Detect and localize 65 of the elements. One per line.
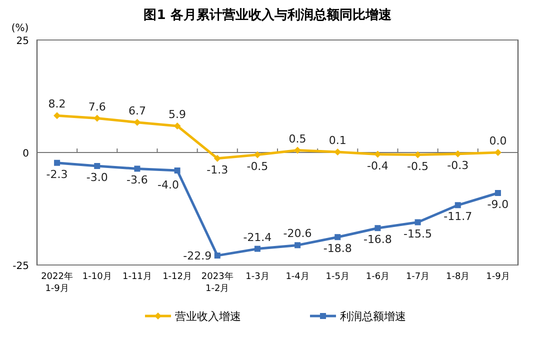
data-label: 8.2 xyxy=(48,98,66,111)
point xyxy=(294,242,301,248)
y-tick-label: -25 xyxy=(12,261,29,272)
point xyxy=(214,252,220,259)
point xyxy=(414,219,421,226)
data-label: -0.5 xyxy=(407,160,429,173)
data-label: -20.6 xyxy=(283,227,312,240)
data-label: 0.1 xyxy=(328,134,346,148)
data-label: 0.5 xyxy=(288,132,306,146)
data-label: -0.4 xyxy=(366,159,388,172)
point xyxy=(494,190,501,196)
point xyxy=(454,202,461,208)
point xyxy=(334,148,342,156)
data-label: 7.6 xyxy=(88,100,106,114)
data-label: -2.3 xyxy=(46,168,68,181)
point xyxy=(54,112,61,120)
data-label: -3.6 xyxy=(126,174,148,187)
x-tick-label: 2023年 1-2月 xyxy=(201,271,234,294)
y-tick-label: 0 xyxy=(22,148,29,160)
point xyxy=(54,160,60,166)
x-tick-label: 1-8月 xyxy=(446,272,470,282)
x-tick-label: 1-7月 xyxy=(406,272,430,282)
point xyxy=(374,225,381,232)
point xyxy=(174,122,181,130)
x-tick-label: 1-5月 xyxy=(326,272,350,282)
data-label: -0.5 xyxy=(246,160,268,173)
x-tick-label: 1-12月 xyxy=(162,272,192,282)
data-label: 5.9 xyxy=(168,108,186,121)
x-tick-label: 1-6月 xyxy=(366,272,390,282)
x-tick-label: 1-9月 xyxy=(486,272,510,282)
data-label: -18.8 xyxy=(323,242,352,256)
y-axis-title: (%) xyxy=(11,23,29,34)
data-label: -9.0 xyxy=(487,198,509,211)
data-label: 0.0 xyxy=(489,134,507,148)
point xyxy=(134,166,140,172)
point xyxy=(174,168,180,174)
data-label: -15.5 xyxy=(404,227,432,240)
legend-label: 营业收入增速 xyxy=(175,310,241,323)
point xyxy=(94,114,101,122)
point xyxy=(374,150,382,158)
y-tick-label: 25 xyxy=(16,36,29,47)
point xyxy=(334,234,341,240)
point xyxy=(134,118,141,126)
legend-label: 利润总额增速 xyxy=(340,310,406,323)
point xyxy=(454,150,462,158)
data-label: -0.3 xyxy=(447,158,469,172)
point xyxy=(214,154,221,162)
data-label: -11.7 xyxy=(444,210,472,224)
data-label: 6.7 xyxy=(128,104,146,118)
data-label: -21.4 xyxy=(243,230,272,244)
point xyxy=(254,246,260,252)
x-tick-label: 1-10月 xyxy=(82,272,112,282)
data-label: -1.3 xyxy=(206,163,228,176)
point xyxy=(294,146,302,154)
x-tick-label: 1-3月 xyxy=(246,272,270,282)
data-label: -4.0 xyxy=(158,178,180,192)
point xyxy=(254,151,261,158)
x-tick-label: 1-11月 xyxy=(122,272,152,282)
chart-title: 图1 各月累计营业收入与利润总额同比增速 xyxy=(144,7,392,23)
x-tick-label: 1-4月 xyxy=(286,272,310,282)
data-label: -3.0 xyxy=(86,171,108,184)
data-label: -16.8 xyxy=(363,233,392,246)
point xyxy=(94,163,100,169)
x-tick-label: 2022年 1-9月 xyxy=(41,271,73,294)
data-label: -22.9 xyxy=(183,250,212,263)
